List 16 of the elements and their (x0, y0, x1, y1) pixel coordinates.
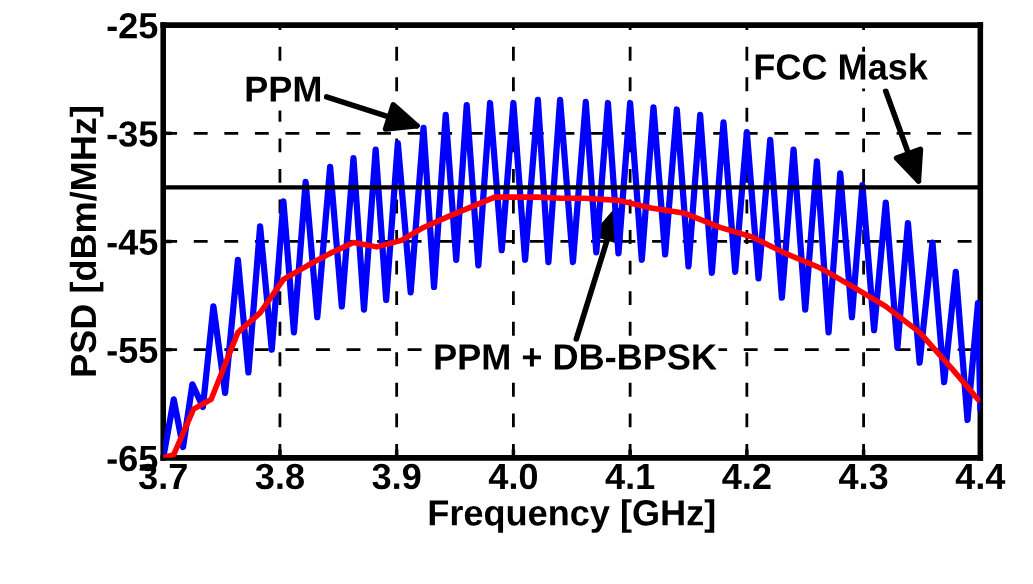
y-axis-title: PSD [dBm/MHz] (69, 107, 104, 376)
annotation: PPM (246, 76, 321, 102)
y-tick-label: -45 (107, 229, 158, 255)
x-tick-label: 4.1 (605, 464, 655, 489)
annotation: FCC Mask (755, 53, 928, 80)
x-tick-label: 4.2 (722, 463, 771, 489)
y-tick-label: -55 (107, 337, 158, 364)
x-axis-title: Frequency [GHz] (429, 499, 715, 533)
x-tick-label: 4.3 (839, 463, 888, 490)
x-tick-label: 4.0 (488, 463, 538, 490)
x-tick-label: 3.9 (372, 463, 421, 490)
y-tick-label: -35 (107, 121, 158, 147)
x-tick-label: 4.4 (955, 464, 1006, 489)
annotation: PPM + DB-BPSK (435, 344, 717, 370)
y-tick-label: -25 (107, 12, 158, 39)
x-tick-label: 3.8 (255, 463, 304, 490)
